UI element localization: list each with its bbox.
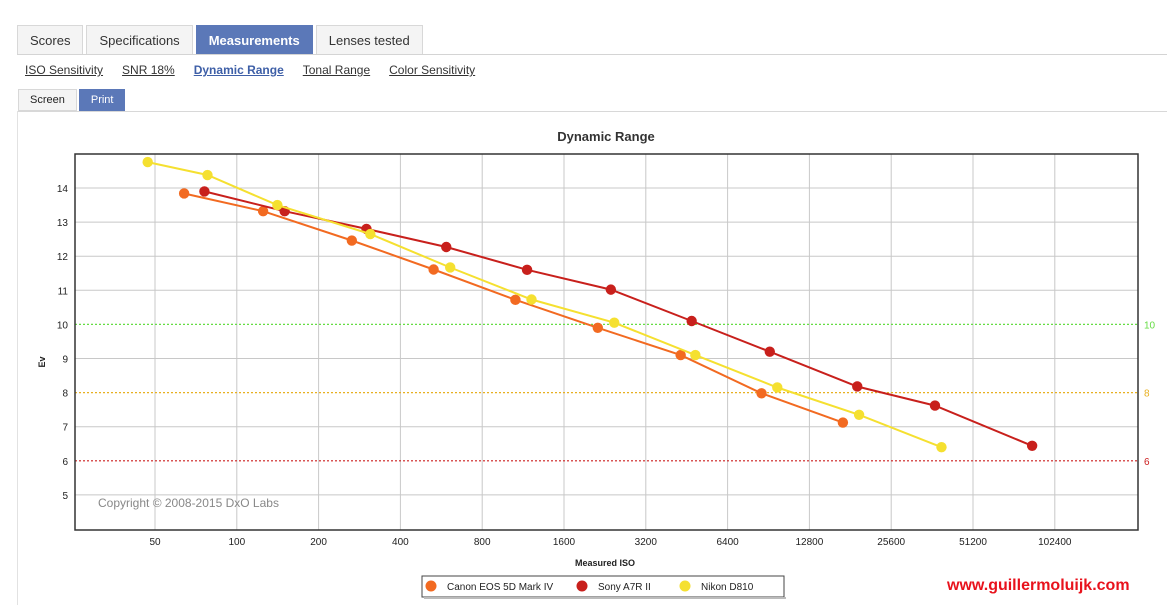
mode-print-button[interactable]: Print — [78, 89, 126, 111]
data-point — [764, 346, 775, 357]
y-tick-label: 10 — [57, 320, 69, 331]
legend-marker — [679, 580, 691, 592]
x-tick-label: 51200 — [959, 537, 987, 548]
data-point — [202, 169, 213, 181]
y-axis-label: Ev — [37, 356, 47, 367]
chart-title: Dynamic Range — [557, 129, 655, 144]
tab-bar: Scores Specifications Measurements Lense… — [17, 25, 426, 55]
data-point — [772, 382, 783, 393]
tab-specifications[interactable]: Specifications — [86, 25, 193, 55]
data-point — [686, 315, 697, 327]
x-tick-label: 6400 — [716, 537, 739, 548]
series-line — [183, 192, 844, 424]
data-point — [592, 322, 603, 334]
subnav-iso-sensitivity[interactable]: ISO Sensitivity — [25, 63, 104, 77]
chart-legend: Canon EOS 5D Mark IV Sony A7R II Nikon D81… — [421, 575, 786, 599]
x-tick-label: 102400 — [1038, 537, 1072, 548]
data-point — [936, 441, 947, 453]
data-point — [521, 264, 533, 276]
copyright-notice: Copyright © 2008-2015 DxO Labs — [98, 496, 279, 510]
y-tick-label: 6 — [62, 457, 68, 468]
series-line — [147, 161, 942, 449]
data-point — [690, 349, 701, 361]
y-tick-label: 7 — [62, 423, 68, 434]
measurement-subnav: ISO Sensitivity SNR 18% Dynamic Range To… — [25, 63, 494, 77]
data-point — [837, 417, 849, 428]
data-point — [365, 228, 376, 240]
data-point — [609, 317, 620, 328]
subnav-tonal-range[interactable]: Tonal Range — [302, 63, 371, 77]
legend-marker — [425, 580, 437, 592]
x-tick-label: 400 — [392, 537, 409, 548]
watermark: www.guillermoluijk.com — [947, 577, 1130, 594]
series-nikon-d810 — [142, 156, 947, 453]
data-point — [1026, 440, 1038, 451]
data-point — [526, 294, 537, 305]
y-tick-label: 12 — [57, 252, 69, 263]
legend-label: Sony A7R II — [598, 582, 651, 593]
tab-lenses-tested[interactable]: Lenses tested — [315, 25, 423, 55]
data-point — [445, 262, 456, 273]
plot-area — [74, 153, 1139, 531]
data-point — [346, 235, 358, 246]
x-tick-label: 1600 — [553, 537, 576, 548]
legend-label: Canon EOS 5D Mark IV — [447, 582, 553, 593]
subnav-color-sensitivity[interactable]: Color Sensitivity — [389, 63, 476, 77]
reference-line-label: 8 — [1144, 389, 1150, 400]
legend-label: Nikon D810 — [701, 582, 754, 593]
x-tick-label: 200 — [310, 537, 327, 548]
reference-lines: 10 8 6 — [75, 320, 1156, 468]
x-tick-label: 25600 — [877, 537, 905, 548]
chart-grid — [75, 154, 1138, 530]
tab-measurements[interactable]: Measurements — [195, 25, 313, 55]
mode-screen-button[interactable]: Screen — [18, 89, 77, 111]
data-point — [257, 205, 269, 217]
y-tick-label: 9 — [62, 355, 68, 366]
data-point — [756, 388, 767, 399]
data-point — [428, 264, 439, 275]
legend-shadow — [424, 597, 786, 599]
data-point — [272, 199, 283, 211]
series-canon-eos-5d-mark-iv — [178, 188, 849, 428]
tab-divider — [17, 54, 1167, 55]
data-point — [853, 409, 865, 420]
display-mode-toggle: Screen Print — [18, 89, 127, 111]
tab-scores[interactable]: Scores — [17, 25, 84, 55]
data-point — [605, 284, 617, 295]
x-tick-label: 50 — [149, 537, 161, 548]
data-point — [675, 349, 686, 361]
data-point — [441, 241, 452, 253]
x-tick-label: 100 — [228, 537, 245, 548]
x-tick-label: 3200 — [635, 537, 658, 548]
reference-line-label: 6 — [1144, 457, 1150, 468]
x-tick-label: 800 — [474, 537, 491, 548]
y-tick-label: 5 — [62, 491, 68, 502]
subnav-dynamic-range[interactable]: Dynamic Range — [193, 63, 284, 77]
legend-marker — [576, 580, 588, 592]
data-point — [510, 294, 521, 306]
x-axis-ticks: 50 100 200 400 800 1600 3200 6400 12800 25600 5120… — [149, 537, 1071, 548]
panel-divider — [17, 111, 1167, 112]
data-point — [142, 156, 153, 168]
series-line — [204, 190, 1033, 447]
data-point — [178, 188, 190, 199]
x-tick-label: 12800 — [795, 537, 823, 548]
data-point — [929, 400, 941, 411]
y-tick-label: 8 — [62, 389, 68, 400]
x-axis-label: Measured ISO — [575, 558, 635, 568]
subnav-snr-18[interactable]: SNR 18% — [122, 63, 175, 77]
y-axis-ticks: 5 6 7 8 9 10 11 12 13 14 — [57, 184, 69, 502]
panel-border — [17, 111, 18, 605]
y-tick-label: 13 — [57, 218, 69, 229]
reference-line-label: 10 — [1144, 320, 1156, 331]
data-point — [199, 186, 210, 197]
series-sony-a7r-ii — [199, 186, 1038, 451]
y-tick-label: 14 — [57, 184, 69, 195]
y-tick-label: 11 — [58, 286, 69, 297]
chart-series — [142, 156, 1038, 453]
data-point — [852, 381, 863, 392]
